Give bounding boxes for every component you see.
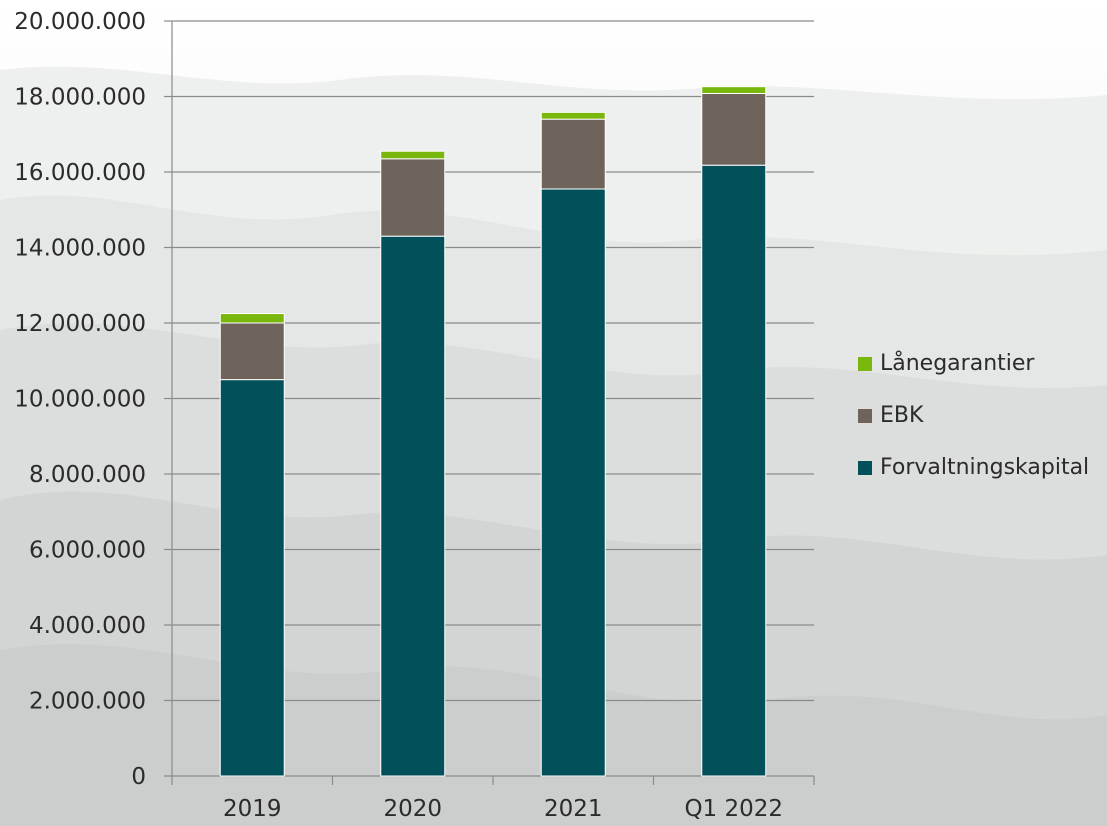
bar-segment-l-negarantier-1 xyxy=(380,150,446,160)
legend-item: Forvaltningskapital xyxy=(858,455,1089,480)
y-tick-label: 18.000.000 xyxy=(14,85,146,111)
legend-label: EBK xyxy=(880,403,924,428)
legend-label: Forvaltningskapital xyxy=(880,455,1089,480)
bar-segment-l-negarantier-3 xyxy=(701,86,767,94)
legend-swatch xyxy=(858,357,872,371)
y-tick-label: 2.000.000 xyxy=(29,689,146,715)
y-tick-label: 16.000.000 xyxy=(14,160,146,186)
bar-segment-l-negarantier-0 xyxy=(219,313,285,324)
bar-segment-ebk-0 xyxy=(219,322,285,381)
legend-label: Lånegarantier xyxy=(880,350,1035,376)
bar-segment-forvaltningskapital-0 xyxy=(219,379,285,777)
bar-segment-ebk-1 xyxy=(380,158,446,237)
y-tick-label: 0 xyxy=(131,764,146,790)
bar-segment-forvaltningskapital-1 xyxy=(380,235,446,777)
bar-segment-ebk-3 xyxy=(701,92,767,166)
x-tick-label: 2020 xyxy=(383,796,442,822)
bar-segment-forvaltningskapital-2 xyxy=(540,188,606,777)
y-tick-label: 6.000.000 xyxy=(29,538,146,564)
bar-segment-l-negarantier-2 xyxy=(540,111,606,120)
legend-swatch xyxy=(858,409,872,423)
legend-item: EBK xyxy=(858,403,924,428)
x-tick-label: 2019 xyxy=(223,796,282,822)
y-tick-label: 10.000.000 xyxy=(14,387,146,413)
legend-swatch xyxy=(858,461,872,475)
bar-segment-ebk-2 xyxy=(540,118,606,190)
x-tick-label: 2021 xyxy=(544,796,603,822)
y-tick-label: 14.000.000 xyxy=(14,236,146,262)
y-tick-label: 4.000.000 xyxy=(29,613,146,639)
y-tick-label: 20.000.000 xyxy=(14,9,146,35)
x-tick-label: Q1 2022 xyxy=(684,796,783,822)
y-tick-label: 12.000.000 xyxy=(14,311,146,337)
bar-segment-forvaltningskapital-3 xyxy=(701,164,767,777)
legend-item: Lånegarantier xyxy=(858,350,1035,376)
y-tick-label: 8.000.000 xyxy=(29,462,146,488)
